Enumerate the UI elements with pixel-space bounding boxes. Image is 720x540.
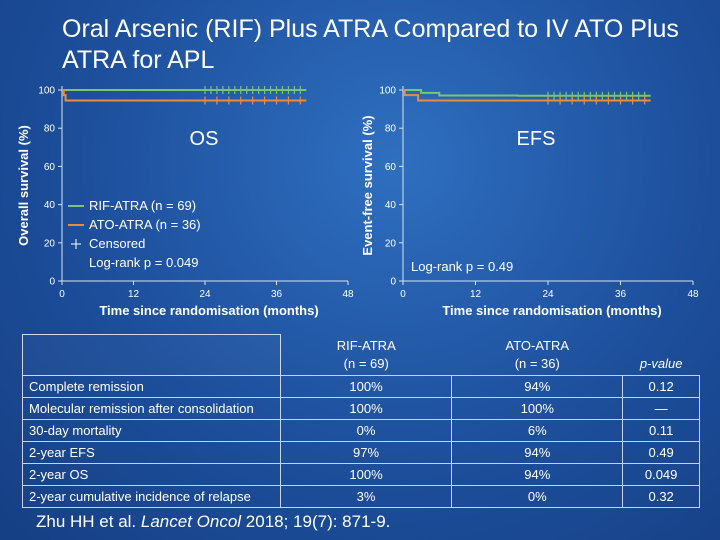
x-axis-title: Time since randomisation (months) (442, 303, 661, 318)
slide-title: Oral Arsenic (RIF) Plus ATRA Compared to… (62, 15, 679, 74)
y-tick-label: 100 (379, 86, 396, 97)
y-axis-title: Overall survival (%) (16, 125, 31, 246)
panel-label: OS (190, 128, 219, 150)
row-rif-value: 100% (279, 396, 453, 420)
y-tick-label: 60 (385, 162, 397, 173)
row-p-value: 0.32 (622, 484, 700, 508)
logrank-note: Log-rank p = 0.049 (89, 255, 199, 270)
row-label: 2-year cumulative incidence of relapse (22, 484, 281, 508)
legend-entry: RIF-ATRA (n = 69) (89, 198, 196, 213)
outcomes-table: RIF-ATRA (n = 69) ATO-ATRA (n = 36) p-va… (22, 334, 700, 508)
panel-label: EFS (517, 128, 556, 150)
citation-details: 2018; 19(7): 871-9. (241, 512, 391, 531)
table-row: Molecular remission after consolidation 1… (22, 396, 700, 420)
x-tick-label: 36 (615, 289, 627, 300)
x-tick-label: 12 (128, 289, 140, 300)
table-row: 30-day mortality 0% 6% 0.11 (22, 418, 700, 442)
table-corner-cell (22, 334, 281, 376)
row-ato-value: 94% (451, 374, 624, 398)
y-tick-label: 20 (385, 238, 397, 249)
y-tick-label: 0 (49, 277, 55, 288)
y-tick-label: 80 (44, 124, 56, 135)
legend-entry: Censored (89, 236, 145, 251)
legend-entry: ATO-ATRA (n = 36) (89, 217, 201, 232)
y-tick-label: 80 (385, 124, 397, 135)
row-ato-value: 6% (451, 418, 624, 442)
row-label: 2-year OS (22, 462, 281, 486)
row-rif-value: 100% (279, 462, 453, 486)
series-line (403, 89, 651, 102)
col-header-pvalue: p-value (639, 355, 683, 371)
logrank-note: Log-rank p = 0.49 (411, 259, 513, 274)
km-curves: 0 20 40 60 80 100 0 12 24 36 48 Time since randomis… (16, 86, 699, 318)
x-tick-label: 24 (199, 289, 211, 300)
row-ato-value: 94% (451, 462, 624, 486)
y-tick-label: 0 (390, 277, 396, 288)
row-ato-value: 100% (451, 396, 624, 420)
x-tick-label: 0 (59, 289, 65, 300)
x-axis-title: Time since randomisation (months) (99, 303, 318, 318)
table-header-row: RIF-ATRA (n = 69) ATO-ATRA (n = 36) p-va… (22, 334, 700, 376)
row-p-value: 0.49 (622, 440, 700, 464)
row-p-value: 0.12 (622, 374, 700, 398)
row-rif-value: 3% (279, 484, 453, 508)
y-tick-label: 40 (385, 200, 397, 211)
x-tick-label: 48 (342, 289, 354, 300)
x-tick-label: 12 (470, 289, 482, 300)
citation-authors: Zhu HH et al. (36, 512, 141, 531)
y-tick-label: 60 (44, 162, 56, 173)
y-axis-title: Event-free survival (%) (360, 115, 375, 255)
x-tick-label: 48 (687, 289, 699, 300)
row-rif-value: 100% (279, 374, 453, 398)
table-row: 2-year cumulative incidence of relapse 3%… (22, 484, 700, 508)
y-tick-label: 100 (38, 86, 55, 97)
x-tick-label: 36 (271, 289, 283, 300)
col-header-ato: ATO-ATRA (n = 36) (505, 337, 570, 371)
citation: Zhu HH et al. Lancet Oncol 2018; 19(7): … (36, 512, 390, 532)
row-rif-value: 0% (279, 418, 453, 442)
series-line (403, 89, 651, 97)
table-row: 2-year OS 100% 94% 0.049 (22, 462, 700, 486)
row-ato-value: 94% (451, 440, 624, 464)
row-label: 30-day mortality (22, 418, 281, 442)
table-row: Complete remission 100% 94% 0.12 (22, 374, 700, 398)
row-label: Complete remission (22, 374, 281, 398)
y-tick-label: 40 (44, 200, 56, 211)
col-header-rif: RIF-ATRA (n = 69) (336, 337, 396, 371)
series-line (62, 89, 307, 102)
row-rif-value: 97% (279, 440, 453, 464)
row-p-value: — (622, 396, 700, 420)
row-label: Molecular remission after consolidation (22, 396, 281, 420)
row-p-value: 0.11 (622, 418, 700, 442)
x-tick-label: 0 (400, 289, 406, 300)
table-row: 2-year EFS 97% 94% 0.49 (22, 440, 700, 464)
y-tick-label: 20 (44, 238, 56, 249)
x-tick-label: 24 (542, 289, 554, 300)
row-label: 2-year EFS (22, 440, 281, 464)
citation-journal: Lancet Oncol (140, 512, 242, 531)
row-ato-value: 0% (451, 484, 624, 508)
row-p-value: 0.049 (622, 462, 700, 486)
